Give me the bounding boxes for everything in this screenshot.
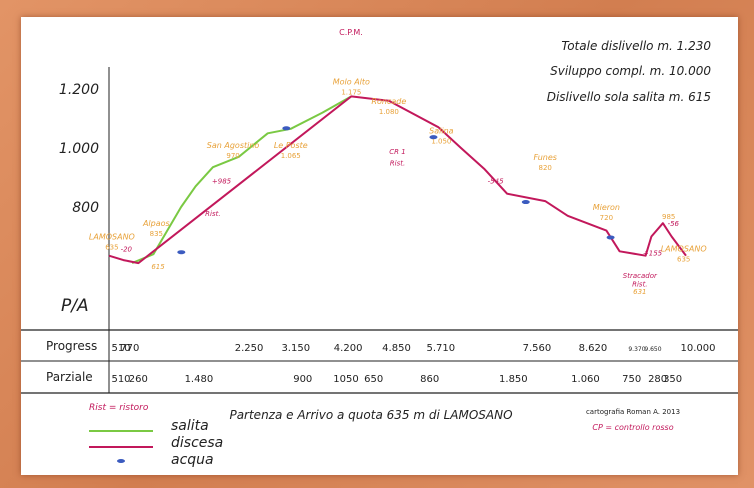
annotation-11: -56 [668, 220, 680, 228]
place-elevation-6: 1.050 [431, 137, 451, 145]
annotation-0: 615 [151, 263, 165, 271]
credit: cartografia Roman A. 2013 [586, 408, 680, 416]
progress-cell-4: 4.200 [334, 343, 363, 354]
water-marker-4 [606, 235, 615, 240]
progress-cell-5: 4.850 [382, 343, 411, 354]
place-elevation-2: 970 [226, 152, 239, 160]
progress-cell-9: 9.370 [628, 346, 645, 353]
footer-note: Partenza e Arrivo a quota 635 m di LAMOS… [229, 408, 512, 422]
partial-cell-9: 750 [622, 374, 641, 385]
place-elevation-7: 820 [539, 164, 552, 172]
summary-block: Totale dislivello m. 1.230 Sviluppo comp… [547, 39, 712, 104]
annotation-9: 631 [633, 288, 646, 296]
progress-cell-0: 510 [111, 343, 130, 354]
legend-water-icon [117, 459, 125, 463]
progress-cell-8: 8.620 [579, 343, 608, 354]
top-label: C.P.M. [339, 28, 363, 37]
water-marker-1 [282, 126, 291, 131]
place-name-1: Alpaos [142, 219, 170, 228]
series-salita-line [131, 95, 352, 265]
annotation-5: Rist. [390, 160, 405, 168]
water-marker-2 [429, 135, 438, 140]
legend-acqua-label: acqua [171, 452, 214, 468]
place-name-4: Molo Alto [333, 78, 370, 87]
y-axis-label: P/A [61, 296, 89, 316]
annotation-7: Stracador [623, 272, 658, 280]
elevation-profile-chart: Totale dislivello m. 1.230 Sviluppo comp… [21, 28, 738, 468]
annotation-1: -20 [121, 245, 133, 253]
partial-cell-1: 260 [129, 374, 148, 385]
water-markers [177, 126, 615, 255]
chart-paper: Totale dislivello m. 1.230 Sviluppo comp… [21, 17, 738, 475]
legend-discesa-label: discesa [171, 435, 223, 451]
place-name-0: LAMOSANO [89, 232, 135, 241]
place-elevation-5: 1.080 [379, 108, 399, 116]
series-discesa-line [108, 95, 687, 265]
partial-label: Parziale [46, 370, 93, 384]
legend-salita-label: salita [171, 418, 209, 434]
progress-cell-10: 9.650 [644, 346, 661, 353]
place-name-5: Roncade [371, 97, 406, 106]
place-elevation-0: 635 [105, 243, 118, 251]
progress-cell-11: 10.000 [681, 343, 716, 354]
place-name-6: Salina [429, 126, 453, 135]
place-name-10: LAMOSANO [661, 244, 707, 253]
annotation-3: Rist. [205, 210, 220, 218]
partial-cell-10: 280 [648, 374, 667, 385]
annotation-10: +155 [643, 250, 663, 258]
place-elevation-10: 635 [677, 255, 690, 263]
annotation-6: -545 [488, 177, 504, 185]
place-name-2: San Agostino [207, 141, 260, 150]
place-name-3: Le Poste [274, 141, 308, 150]
annotation-8: Rist. [632, 281, 647, 289]
water-marker-3 [521, 200, 530, 205]
partial-cell-4: 1050 [333, 374, 358, 385]
partial-cell-3: 900 [293, 374, 312, 385]
partial-cell-11: 350 [663, 374, 682, 385]
progress-label: Progress [46, 339, 97, 353]
place-labels: LAMOSANO 635 Alpaos 835 San Agostino 970 Le Po… [89, 78, 707, 296]
legend: Rist = ristoro salita discesa acqua [89, 403, 223, 468]
place-name-8: Mieron [593, 203, 620, 212]
partial-cell-8: 1.060 [571, 374, 600, 385]
partial-cell-6: 860 [420, 374, 439, 385]
water-marker-0 [177, 250, 186, 255]
partial-cell-5: 650 [364, 374, 383, 385]
progress-cell-7: 7.560 [523, 343, 552, 354]
profile-lines [108, 95, 687, 265]
partial-cell-7: 1.850 [499, 374, 528, 385]
progress-cell-3: 3.150 [281, 343, 310, 354]
progress-cell-6: 5.710 [427, 343, 456, 354]
place-elevation-4: 1.175 [341, 89, 361, 97]
place-elevation-1: 835 [150, 230, 163, 238]
summary-length: Sviluppo compl. m. 10.000 [550, 64, 711, 78]
annotation-2: +985 [212, 177, 232, 185]
summary-total: Totale dislivello m. 1.230 [561, 39, 711, 53]
y-tick-label-1: 1.000 [59, 141, 99, 157]
progress-cell-2: 2.250 [235, 343, 264, 354]
place-name-7: Funes [533, 153, 557, 162]
rist-note: Rist = ristoro [89, 403, 149, 413]
y-tick-label-2: 1.200 [59, 82, 99, 98]
place-elevation-8: 720 [600, 214, 613, 222]
partial-cell-2: 1.480 [185, 374, 214, 385]
progress-cell-1: 770 [120, 343, 139, 354]
y-axis: 800 1.000 1.200 [59, 67, 110, 330]
y-tick-label-0: 800 [72, 200, 99, 216]
place-elevation-9: 985 [662, 213, 675, 221]
place-elevation-3: 1.065 [281, 152, 301, 160]
summary-climb: Dislivello sola salita m. 615 [547, 90, 711, 104]
cp-note: CP = controllo rosso [592, 423, 673, 432]
annotation-4: CR 1 [389, 148, 405, 156]
partial-cell-0: 510 [111, 374, 130, 385]
